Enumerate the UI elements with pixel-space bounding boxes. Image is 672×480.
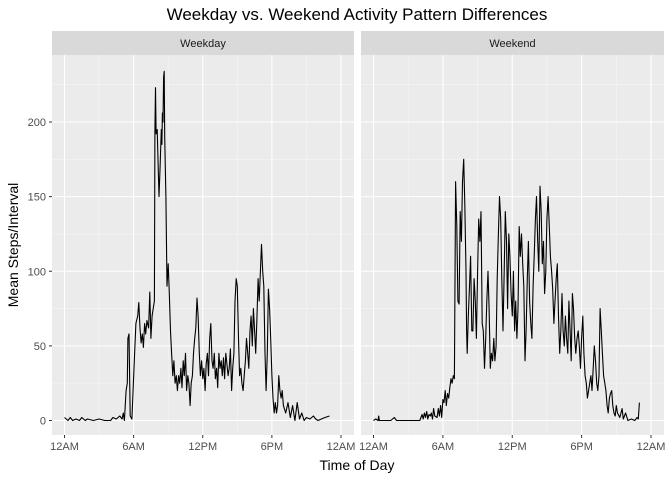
facet-strip-weekend — [361, 31, 664, 55]
facet-strip-label-weekday: Weekday — [180, 38, 226, 50]
y-tick-label-200: 200 — [28, 117, 46, 129]
x-tick-label-6am: 6AM — [432, 441, 455, 453]
x-tick-label-12am: 12AM — [637, 441, 666, 453]
x-tick-label-6pm: 6PM — [261, 441, 284, 453]
x-tick-label-12am: 12AM — [50, 441, 79, 453]
y-axis-title: Mean Steps/Interval — [5, 183, 21, 308]
x-tick-label-12am: 12AM — [359, 441, 388, 453]
y-tick-label-100: 100 — [28, 266, 46, 278]
x-tick-label-12pm: 12PM — [188, 441, 217, 453]
y-tick-label-0: 0 — [40, 416, 46, 428]
facet-panel-weekday: Weekday — [52, 31, 354, 435]
y-axis: 0 50 100 150 200 — [28, 117, 52, 428]
chart-title: Weekday vs. Weekend Activity Pattern Dif… — [167, 5, 548, 24]
x-tick-label-6am: 6AM — [122, 441, 145, 453]
x-tick-label-6pm: 6PM — [570, 441, 593, 453]
series-line-weekday — [64, 70, 330, 422]
series-line-weekend — [373, 158, 640, 422]
x-tick-label-12pm: 12PM — [498, 441, 527, 453]
y-tick-label-50: 50 — [34, 341, 46, 353]
x-axis-title: Time of Day — [320, 457, 395, 473]
facet-strip-weekday — [52, 31, 354, 55]
facet-strip-label-weekend: Weekend — [489, 38, 535, 50]
x-axis-weekend: 12AM 6AM 12PM 6PM 12AM — [359, 435, 665, 453]
y-tick-label-150: 150 — [28, 192, 46, 204]
facet-panel-weekend: Weekend — [361, 31, 664, 435]
x-tick-label-12am: 12AM — [327, 441, 356, 453]
gridlines-weekend — [361, 55, 664, 435]
gridlines-weekday — [52, 55, 354, 435]
x-axis-weekday: 12AM 6AM 12PM 6PM 12AM — [50, 435, 355, 453]
